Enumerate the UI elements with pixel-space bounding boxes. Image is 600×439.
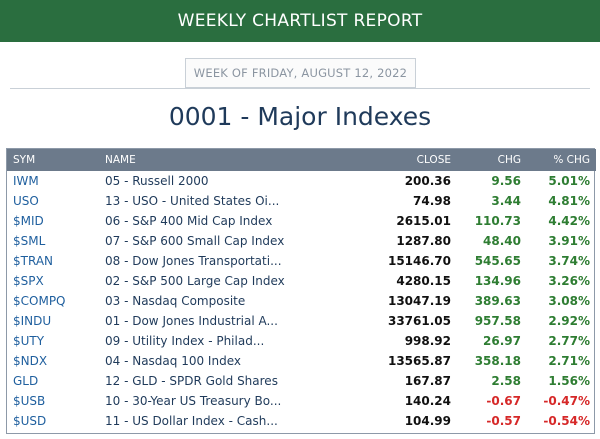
security-name: 06 - S&P 400 Mid Cap Index bbox=[105, 214, 273, 228]
change-value: 48.40 bbox=[483, 234, 521, 248]
change-value: 358.18 bbox=[474, 354, 521, 368]
symbol-link[interactable]: $USD bbox=[13, 414, 47, 428]
pct-change-value: 3.26% bbox=[548, 274, 590, 288]
table-header-row: SYM NAME CLOSE CHG % CHG bbox=[7, 149, 596, 171]
table-row[interactable]: $SML 07 - S&P 600 Small Cap Index 1287.80 4… bbox=[7, 231, 596, 251]
change-value: 9.56 bbox=[491, 174, 521, 188]
col-header-close[interactable]: CLOSE bbox=[416, 154, 451, 166]
security-name: 11 - US Dollar Index - Cash... bbox=[105, 414, 278, 428]
symbol-link[interactable]: $USB bbox=[13, 394, 46, 408]
close-value: 104.99 bbox=[404, 414, 451, 428]
close-value: 2615.01 bbox=[396, 214, 451, 228]
pct-change-value: 2.71% bbox=[548, 354, 590, 368]
symbol-link[interactable]: $TRAN bbox=[13, 254, 54, 268]
close-value: 167.87 bbox=[404, 374, 451, 388]
security-name: 02 - S&P 500 Large Cap Index bbox=[105, 274, 285, 288]
symbol-link[interactable]: USO bbox=[13, 194, 39, 208]
security-name: 07 - S&P 600 Small Cap Index bbox=[105, 234, 285, 248]
change-value: -0.67 bbox=[486, 394, 521, 408]
change-value: 26.97 bbox=[483, 334, 521, 348]
security-name: 01 - Dow Jones Industrial A... bbox=[105, 314, 278, 328]
table-row[interactable]: $USB 10 - 30-Year US Treasury Bo... 140.24… bbox=[7, 391, 596, 411]
pct-change-value: -0.54% bbox=[543, 414, 590, 428]
col-header-sym[interactable]: SYM bbox=[13, 154, 36, 166]
pct-change-value: 3.08% bbox=[548, 294, 590, 308]
pct-change-value: 2.77% bbox=[548, 334, 590, 348]
pct-change-value: 1.56% bbox=[548, 374, 590, 388]
change-value: 3.44 bbox=[491, 194, 521, 208]
security-name: 09 - Utility Index - Philad... bbox=[105, 334, 265, 348]
table-row[interactable]: $TRAN 08 - Dow Jones Transportati... 15146… bbox=[7, 251, 596, 271]
table-row[interactable]: USO 13 - USO - United States Oi... 74.98 3.… bbox=[7, 191, 596, 211]
change-value: 389.63 bbox=[474, 294, 521, 308]
close-value: 33761.05 bbox=[387, 314, 451, 328]
close-value: 13565.87 bbox=[387, 354, 451, 368]
security-name: 12 - GLD - SPDR Gold Shares bbox=[105, 374, 278, 388]
table-row[interactable]: IWM 05 - Russell 2000 200.36 9.56 5.01% bbox=[7, 171, 596, 191]
close-value: 200.36 bbox=[404, 174, 451, 188]
table-row[interactable]: $COMPQ 03 - Nasdaq Composite 13047.19 389.6… bbox=[7, 291, 596, 311]
chartlist-table: SYM NAME CLOSE CHG % CHG IWM 05 - Russell… bbox=[6, 148, 596, 434]
close-value: 140.24 bbox=[404, 394, 451, 408]
change-value: 545.65 bbox=[474, 254, 521, 268]
change-value: 134.96 bbox=[474, 274, 521, 288]
security-name: 04 - Nasdaq 100 Index bbox=[105, 354, 241, 368]
change-value: 110.73 bbox=[474, 214, 521, 228]
list-title: 0001 - Major Indexes bbox=[0, 98, 600, 134]
list-title-text: 0001 - Major Indexes bbox=[168, 101, 432, 131]
symbol-link[interactable]: GLD bbox=[13, 374, 39, 388]
close-value: 998.92 bbox=[404, 334, 451, 348]
table-row[interactable]: $USD 11 - US Dollar Index - Cash... 104.99… bbox=[7, 411, 596, 431]
col-header-chg[interactable]: CHG bbox=[497, 154, 521, 166]
table-row[interactable]: $MID 06 - S&P 400 Mid Cap Index 2615.01 110… bbox=[7, 211, 596, 231]
banner-title: WEEKLY CHARTLIST REPORT bbox=[177, 11, 423, 31]
security-name: 03 - Nasdaq Composite bbox=[105, 294, 246, 308]
symbol-link[interactable]: $UTY bbox=[13, 334, 45, 348]
change-value: 957.58 bbox=[474, 314, 521, 328]
symbol-link[interactable]: IWM bbox=[13, 174, 39, 188]
pct-change-value: 5.01% bbox=[548, 174, 590, 188]
symbol-link[interactable]: $SML bbox=[13, 234, 46, 248]
symbol-link[interactable]: $COMPQ bbox=[13, 294, 66, 308]
divider bbox=[10, 88, 590, 89]
pct-change-value: 2.92% bbox=[548, 314, 590, 328]
close-value: 13047.19 bbox=[387, 294, 451, 308]
security-name: 13 - USO - United States Oi... bbox=[105, 194, 280, 208]
security-name: 10 - 30-Year US Treasury Bo... bbox=[105, 394, 282, 408]
table-row[interactable]: $INDU 01 - Dow Jones Industrial A... 33761… bbox=[7, 311, 596, 331]
change-value: -0.57 bbox=[486, 414, 521, 428]
symbol-link[interactable]: $NDX bbox=[13, 354, 48, 368]
col-header-name[interactable]: NAME bbox=[105, 154, 136, 166]
pct-change-value: 3.74% bbox=[548, 254, 590, 268]
symbol-link[interactable]: $MID bbox=[13, 214, 44, 228]
week-label-box: WEEK OF FRIDAY, AUGUST 12, 2022 bbox=[185, 58, 416, 88]
pct-change-value: 4.42% bbox=[548, 214, 590, 228]
table-row[interactable]: $SPX 02 - S&P 500 Large Cap Index 4280.15 1… bbox=[7, 271, 596, 291]
change-value: 2.58 bbox=[491, 374, 521, 388]
data-table: SYM NAME CLOSE CHG % CHG IWM 05 - Russell… bbox=[7, 149, 596, 431]
pct-change-value: 4.81% bbox=[548, 194, 590, 208]
close-value: 15146.70 bbox=[387, 254, 451, 268]
symbol-link[interactable]: $INDU bbox=[13, 314, 52, 328]
close-value: 1287.80 bbox=[396, 234, 451, 248]
pct-change-value: -0.47% bbox=[543, 394, 590, 408]
report-banner: WEEKLY CHARTLIST REPORT bbox=[0, 0, 600, 42]
table-row[interactable]: GLD 12 - GLD - SPDR Gold Shares 167.87 2.58… bbox=[7, 371, 596, 391]
close-value: 74.98 bbox=[413, 194, 451, 208]
table-row[interactable]: $NDX 04 - Nasdaq 100 Index 13565.87 358.18 2… bbox=[7, 351, 596, 371]
week-label: WEEK OF FRIDAY, AUGUST 12, 2022 bbox=[193, 66, 408, 80]
table-row[interactable]: $UTY 09 - Utility Index - Philad... 998.92… bbox=[7, 331, 596, 351]
symbol-link[interactable]: $SPX bbox=[13, 274, 44, 288]
security-name: 08 - Dow Jones Transportati... bbox=[105, 254, 282, 268]
pct-change-value: 3.91% bbox=[548, 234, 590, 248]
close-value: 4280.15 bbox=[396, 274, 451, 288]
col-header-pct-chg[interactable]: % CHG bbox=[553, 154, 590, 166]
security-name: 05 - Russell 2000 bbox=[105, 174, 209, 188]
